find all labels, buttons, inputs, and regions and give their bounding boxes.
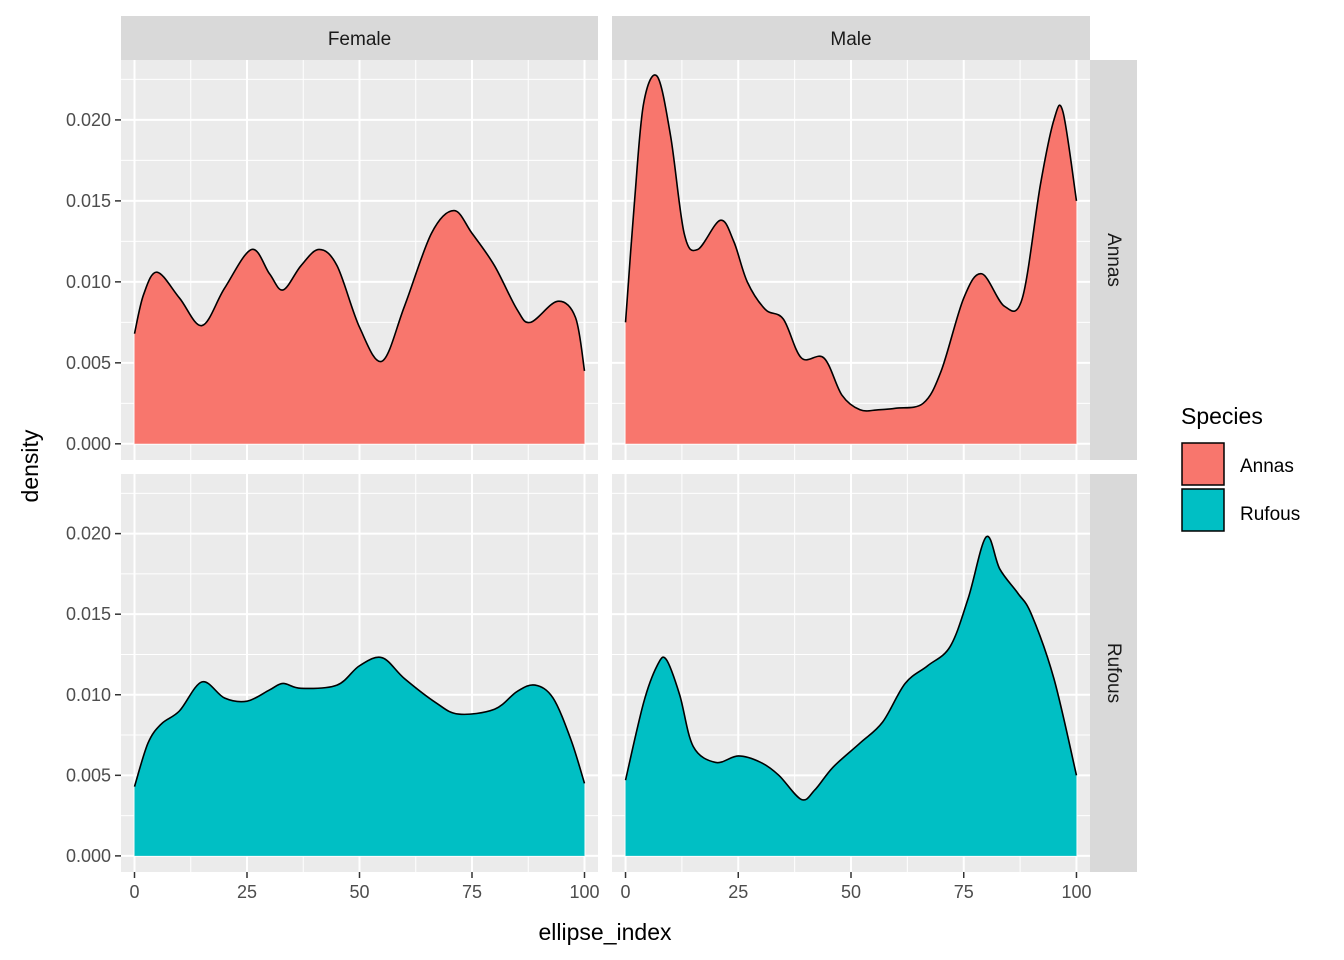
y-tick-label: 0.020 xyxy=(66,110,111,130)
strip-label-female: Female xyxy=(328,29,391,50)
strip-label-annas: Annas xyxy=(1103,233,1124,287)
density-outline-annas-female xyxy=(133,209,586,372)
panels-layer xyxy=(121,60,1090,872)
legend: Species Annas Rufous xyxy=(1181,403,1300,532)
axes-layer: Female Male Annas Rufous 0.000 0.005 0.010 0.01… xyxy=(66,16,1137,902)
y-tick-label: 0.015 xyxy=(66,191,111,211)
y-tick-label: 0.015 xyxy=(66,604,111,624)
y-tick-label: 0.010 xyxy=(66,685,111,705)
y-tick-label: 0.005 xyxy=(66,765,111,785)
x-tick-label: 100 xyxy=(569,882,599,902)
strip-female xyxy=(121,16,598,60)
x-tick-label: 50 xyxy=(349,882,369,902)
legend-key-annas xyxy=(1181,442,1225,486)
x-tick-label: 25 xyxy=(237,882,257,902)
x-tick-label: 0 xyxy=(621,882,631,902)
y-tick-label: 0.005 xyxy=(66,353,111,373)
density-area-rufous-male xyxy=(625,536,1077,856)
y-tick-label: 0.020 xyxy=(66,524,111,544)
y-tick-label: 0.000 xyxy=(66,434,111,454)
x-axis-title: ellipse_index xyxy=(539,919,672,945)
legend-label-annas: Annas xyxy=(1240,456,1294,477)
density-outline-annas-male xyxy=(624,74,1078,412)
x-tick-label: 75 xyxy=(954,882,974,902)
x-tick-label: 0 xyxy=(129,882,139,902)
strip-rufous xyxy=(1090,474,1137,872)
density-outline-rufous-female xyxy=(133,656,586,787)
density-area-annas-male xyxy=(625,74,1077,444)
strip-male xyxy=(612,16,1090,60)
y-tick-label: 0.000 xyxy=(66,846,111,866)
strip-annas xyxy=(1090,60,1137,460)
strip-label-rufous: Rufous xyxy=(1103,643,1124,703)
legend-key-rufous xyxy=(1181,488,1225,532)
y-tick-label: 0.010 xyxy=(66,272,111,292)
x-tick-label: 25 xyxy=(728,882,748,902)
density-area-rufous-female xyxy=(134,657,585,856)
x-tick-label: 75 xyxy=(462,882,482,902)
density-outline-rufous-male xyxy=(624,535,1078,801)
legend-label-rufous: Rufous xyxy=(1240,504,1300,525)
x-tick-label: 100 xyxy=(1061,882,1091,902)
x-tick-label: 50 xyxy=(841,882,861,902)
strip-label-male: Male xyxy=(830,29,871,50)
legend-title: Species xyxy=(1181,403,1263,429)
y-axis-title: density xyxy=(17,429,43,502)
